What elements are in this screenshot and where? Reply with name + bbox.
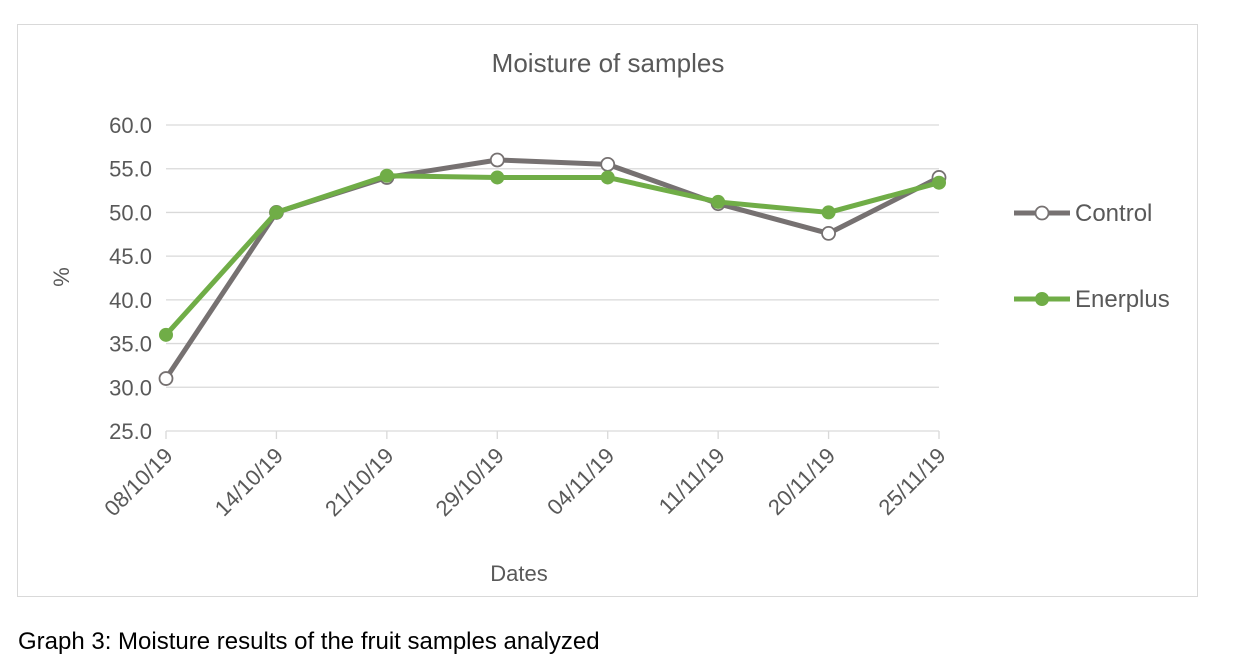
figure-caption: Graph 3: Moisture results of the fruit s… (18, 628, 600, 655)
x-tick-label: 29/10/19 (431, 443, 509, 521)
control-line (163, 157, 941, 380)
y-tick-label: 30.0 (109, 375, 152, 400)
control-point (600, 156, 616, 172)
y-axis-title: % (49, 267, 74, 287)
x-tick-label: 21/10/19 (320, 443, 398, 521)
legend-marker (1035, 292, 1049, 306)
x-tick-label: 14/10/19 (210, 443, 288, 521)
chart-area: Moisture of samples 25.0 30.0 35.0 40.0 45.0… (17, 24, 1198, 597)
legend-label: Control (1075, 200, 1152, 227)
y-tick-label: 60.0 (109, 113, 152, 138)
enerplus-point (159, 327, 173, 342)
x-tick-label: 04/11/19 (542, 443, 619, 520)
control-series (158, 152, 947, 386)
control-point (158, 371, 174, 386)
legend-item-control: Control (1014, 200, 1152, 227)
series-lines (158, 152, 947, 386)
y-tick-label: 55.0 (109, 157, 152, 182)
chart-title: Moisture of samples (492, 48, 725, 78)
legend-label: Enerplus (1075, 286, 1170, 313)
enerplus-series (159, 168, 946, 342)
y-tick-label: 35.0 (109, 332, 152, 357)
x-axis: 08/10/19 14/10/19 21/10/19 29/10/19 04/11/19… (99, 430, 951, 521)
enerplus-point (932, 175, 946, 190)
enerplus-point (269, 205, 284, 220)
x-tick-label: 20/11/19 (763, 443, 840, 520)
legend-marker (1034, 205, 1050, 221)
y-tick-label: 50.0 (109, 200, 152, 225)
y-axis-ticks: 25.0 30.0 35.0 40.0 45.0 50.0 55.0 60.0 (109, 113, 152, 444)
enerplus-line (164, 173, 940, 337)
x-tick-label: 08/10/19 (99, 443, 177, 521)
control-point (489, 152, 505, 168)
y-tick-label: 25.0 (109, 419, 152, 444)
legend: Control Enerplus (1014, 200, 1170, 313)
line-chart: Moisture of samples 25.0 30.0 35.0 40.0 45.0… (49, 48, 1170, 586)
x-tick-label: 25/11/19 (873, 443, 950, 520)
control-point (821, 226, 836, 241)
enerplus-point (821, 205, 836, 220)
enerplus-point (379, 168, 394, 183)
y-tick-label: 45.0 (109, 244, 152, 269)
x-axis-title: Dates (490, 561, 547, 586)
gridlines (166, 124, 939, 388)
enerplus-point (600, 170, 615, 185)
legend-item-enerplus: Enerplus (1014, 286, 1170, 313)
x-tick-label: 11/11/19 (654, 443, 730, 519)
enerplus-point (490, 170, 505, 185)
enerplus-point (711, 194, 726, 209)
y-tick-label: 40.0 (109, 288, 152, 313)
